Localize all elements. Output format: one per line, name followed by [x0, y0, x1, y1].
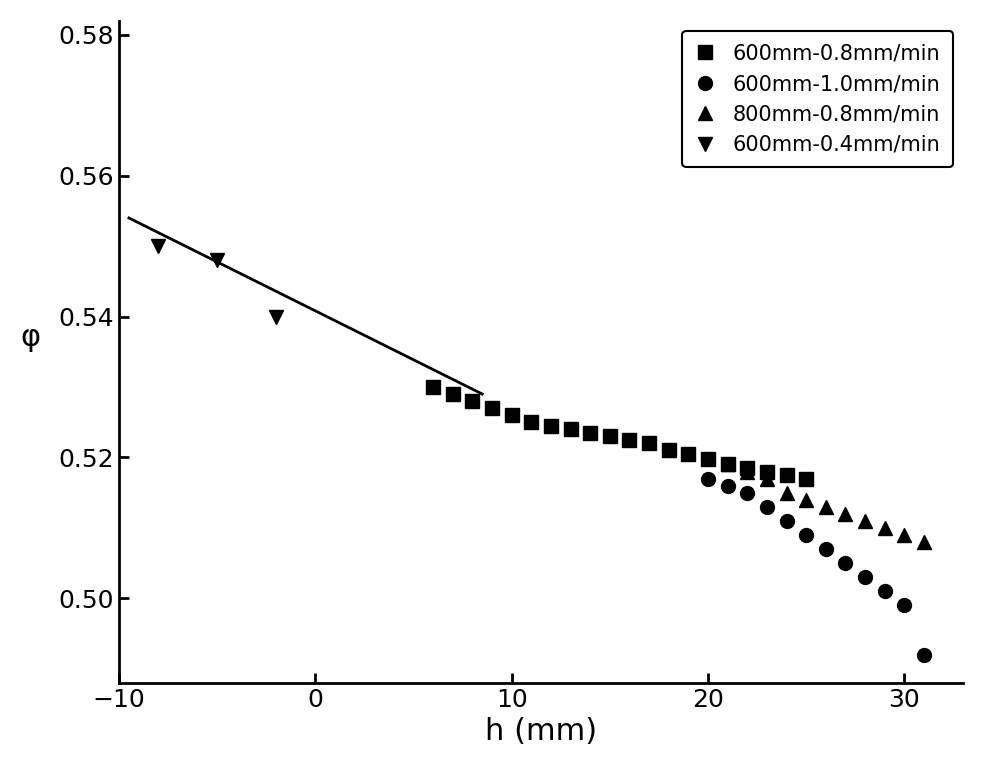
600mm-0.8mm/min — [525, 417, 537, 426]
800mm-0.8mm/min — [918, 538, 930, 547]
600mm-0.4mm/min — [271, 312, 282, 321]
600mm-1.0mm/min — [780, 516, 792, 525]
800mm-0.8mm/min — [898, 530, 910, 539]
600mm-0.8mm/min — [565, 425, 577, 434]
800mm-0.8mm/min — [859, 516, 871, 525]
Line: 800mm-0.8mm/min: 800mm-0.8mm/min — [720, 457, 931, 549]
800mm-0.8mm/min — [879, 523, 891, 532]
600mm-1.0mm/min — [859, 572, 871, 581]
600mm-1.0mm/min — [898, 601, 910, 610]
800mm-0.8mm/min — [839, 509, 851, 518]
600mm-1.0mm/min — [918, 650, 930, 659]
600mm-0.8mm/min — [447, 390, 459, 399]
800mm-0.8mm/min — [721, 460, 733, 469]
600mm-1.0mm/min — [879, 587, 891, 596]
600mm-1.0mm/min — [761, 502, 772, 512]
800mm-0.8mm/min — [820, 502, 831, 512]
600mm-1.0mm/min — [721, 481, 733, 490]
Line: 600mm-1.0mm/min: 600mm-1.0mm/min — [701, 472, 931, 661]
600mm-0.8mm/min — [644, 439, 655, 448]
600mm-1.0mm/min — [820, 545, 831, 554]
800mm-0.8mm/min — [741, 467, 753, 476]
600mm-0.8mm/min — [663, 446, 675, 455]
600mm-0.8mm/min — [741, 463, 753, 472]
600mm-0.8mm/min — [584, 428, 596, 437]
Line: 600mm-0.4mm/min: 600mm-0.4mm/min — [152, 239, 283, 324]
600mm-0.8mm/min — [761, 467, 772, 476]
600mm-0.8mm/min — [506, 410, 518, 420]
600mm-0.8mm/min — [466, 397, 478, 406]
800mm-0.8mm/min — [761, 474, 772, 483]
600mm-1.0mm/min — [839, 558, 851, 568]
600mm-0.8mm/min — [780, 470, 792, 479]
Line: 600mm-0.8mm/min: 600mm-0.8mm/min — [426, 380, 813, 486]
Legend: 600mm-0.8mm/min, 600mm-1.0mm/min, 800mm-0.8mm/min, 600mm-0.4mm/min: 600mm-0.8mm/min, 600mm-1.0mm/min, 800mm-… — [683, 31, 953, 167]
800mm-0.8mm/min — [800, 495, 812, 504]
600mm-1.0mm/min — [703, 474, 714, 483]
600mm-1.0mm/min — [741, 488, 753, 497]
Y-axis label: φ: φ — [21, 323, 41, 352]
600mm-0.8mm/min — [800, 474, 812, 483]
600mm-0.8mm/min — [683, 449, 695, 459]
X-axis label: h (mm): h (mm) — [485, 717, 597, 746]
800mm-0.8mm/min — [780, 488, 792, 497]
600mm-0.8mm/min — [427, 383, 439, 392]
600mm-0.8mm/min — [604, 432, 616, 441]
600mm-0.8mm/min — [624, 435, 636, 444]
600mm-0.8mm/min — [486, 403, 498, 413]
600mm-0.4mm/min — [153, 242, 164, 251]
600mm-0.4mm/min — [212, 255, 223, 265]
600mm-0.8mm/min — [545, 421, 557, 430]
600mm-1.0mm/min — [800, 530, 812, 539]
600mm-0.8mm/min — [703, 454, 714, 463]
600mm-0.8mm/min — [721, 460, 733, 469]
